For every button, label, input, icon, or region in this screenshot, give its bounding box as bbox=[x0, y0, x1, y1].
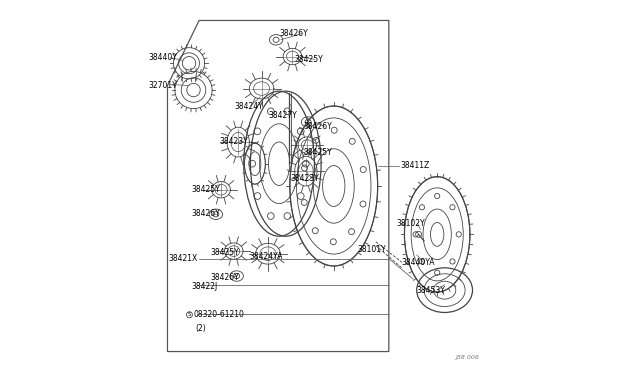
Text: 08320-61210: 08320-61210 bbox=[193, 310, 244, 319]
Text: 38425Y: 38425Y bbox=[294, 55, 323, 64]
Text: 38426Y: 38426Y bbox=[303, 122, 332, 131]
Text: 38424Y: 38424Y bbox=[234, 102, 263, 110]
Text: 38426Y: 38426Y bbox=[211, 273, 239, 282]
Text: 38426Y: 38426Y bbox=[279, 29, 308, 38]
Text: 38425Y: 38425Y bbox=[303, 148, 332, 157]
Text: 38102Y: 38102Y bbox=[396, 219, 425, 228]
Text: 38426Y: 38426Y bbox=[191, 209, 220, 218]
Text: 38421X: 38421X bbox=[168, 254, 198, 263]
Text: 38427Y: 38427Y bbox=[268, 111, 297, 120]
Text: S: S bbox=[188, 312, 191, 317]
Text: 38453Y: 38453Y bbox=[417, 286, 445, 295]
Text: J38 006: J38 006 bbox=[455, 355, 479, 360]
Text: 38425Y: 38425Y bbox=[211, 248, 239, 257]
Text: 38411Z: 38411Z bbox=[400, 161, 429, 170]
Text: 38440Y: 38440Y bbox=[149, 53, 178, 62]
Text: 38423Y: 38423Y bbox=[220, 137, 248, 146]
Text: 32701Y: 32701Y bbox=[149, 81, 178, 90]
Text: 38422J: 38422J bbox=[191, 282, 218, 291]
Text: 38425Y: 38425Y bbox=[191, 185, 220, 194]
Text: 38424YA: 38424YA bbox=[250, 252, 283, 261]
Text: (2): (2) bbox=[195, 324, 205, 333]
Text: 38101Y: 38101Y bbox=[357, 245, 386, 254]
Text: 38423Y: 38423Y bbox=[291, 174, 319, 183]
Text: 38440YA: 38440YA bbox=[402, 258, 435, 267]
